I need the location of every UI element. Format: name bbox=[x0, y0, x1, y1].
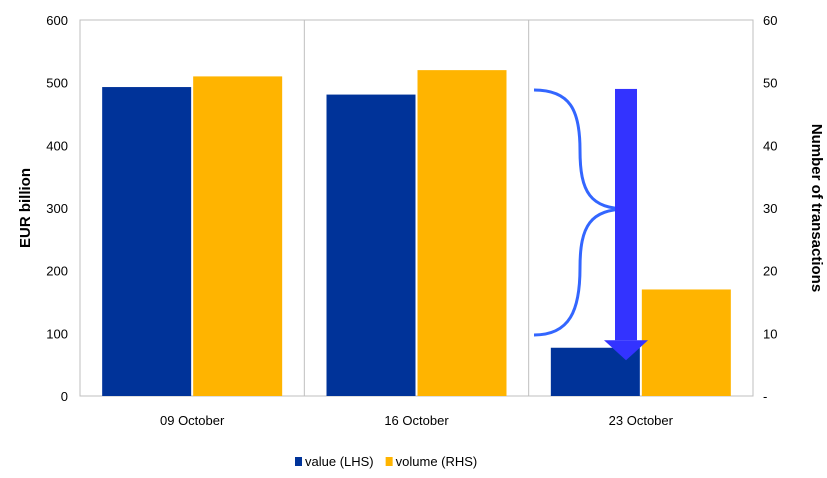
x-tick-label: 09 October bbox=[160, 413, 225, 428]
left-axis-ticks: 0 100 200 300 400 500 600 bbox=[46, 13, 68, 404]
left-tick-label: 300 bbox=[46, 201, 68, 216]
x-tick-label: 23 October bbox=[609, 413, 674, 428]
x-tick-label: 16 October bbox=[384, 413, 449, 428]
legend-swatch bbox=[385, 457, 393, 466]
left-tick-label: 600 bbox=[46, 13, 68, 28]
legend: value (LHS) volume (RHS) bbox=[295, 454, 477, 469]
legend-swatch bbox=[295, 457, 302, 466]
bars bbox=[102, 70, 731, 397]
bar-volume bbox=[417, 70, 507, 396]
left-tick-label: 200 bbox=[46, 264, 68, 279]
bar-value bbox=[326, 94, 416, 396]
bar-volume bbox=[193, 76, 283, 397]
right-axis-ticks: - 10 20 30 40 50 60 bbox=[763, 13, 777, 404]
arrow-shaft bbox=[615, 88, 637, 341]
right-tick-label: 20 bbox=[763, 264, 777, 279]
right-tick-label: - bbox=[763, 389, 767, 404]
left-tick-label: 500 bbox=[46, 76, 68, 91]
legend-label: value (LHS) bbox=[305, 454, 374, 469]
left-tick-label: 0 bbox=[61, 389, 68, 404]
bar-value bbox=[102, 87, 192, 396]
right-tick-label: 30 bbox=[763, 201, 777, 216]
right-tick-label: 40 bbox=[763, 138, 777, 153]
bar-volume bbox=[641, 289, 731, 396]
left-tick-label: 100 bbox=[46, 326, 68, 341]
plot-area bbox=[79, 19, 754, 397]
right-tick-label: 50 bbox=[763, 76, 777, 91]
x-axis-ticks: 09 October 16 October 23 October bbox=[160, 413, 674, 428]
left-tick-label: 400 bbox=[46, 138, 68, 153]
right-tick-label: 10 bbox=[763, 326, 777, 341]
arrow-head bbox=[604, 340, 648, 361]
left-axis-title: EUR billion bbox=[17, 168, 34, 248]
legend-label: volume (RHS) bbox=[396, 454, 478, 469]
right-axis-title: Number of transactions bbox=[808, 124, 825, 292]
annotations bbox=[533, 88, 648, 361]
right-tick-label: 60 bbox=[763, 13, 777, 28]
gridlines bbox=[303, 20, 530, 396]
